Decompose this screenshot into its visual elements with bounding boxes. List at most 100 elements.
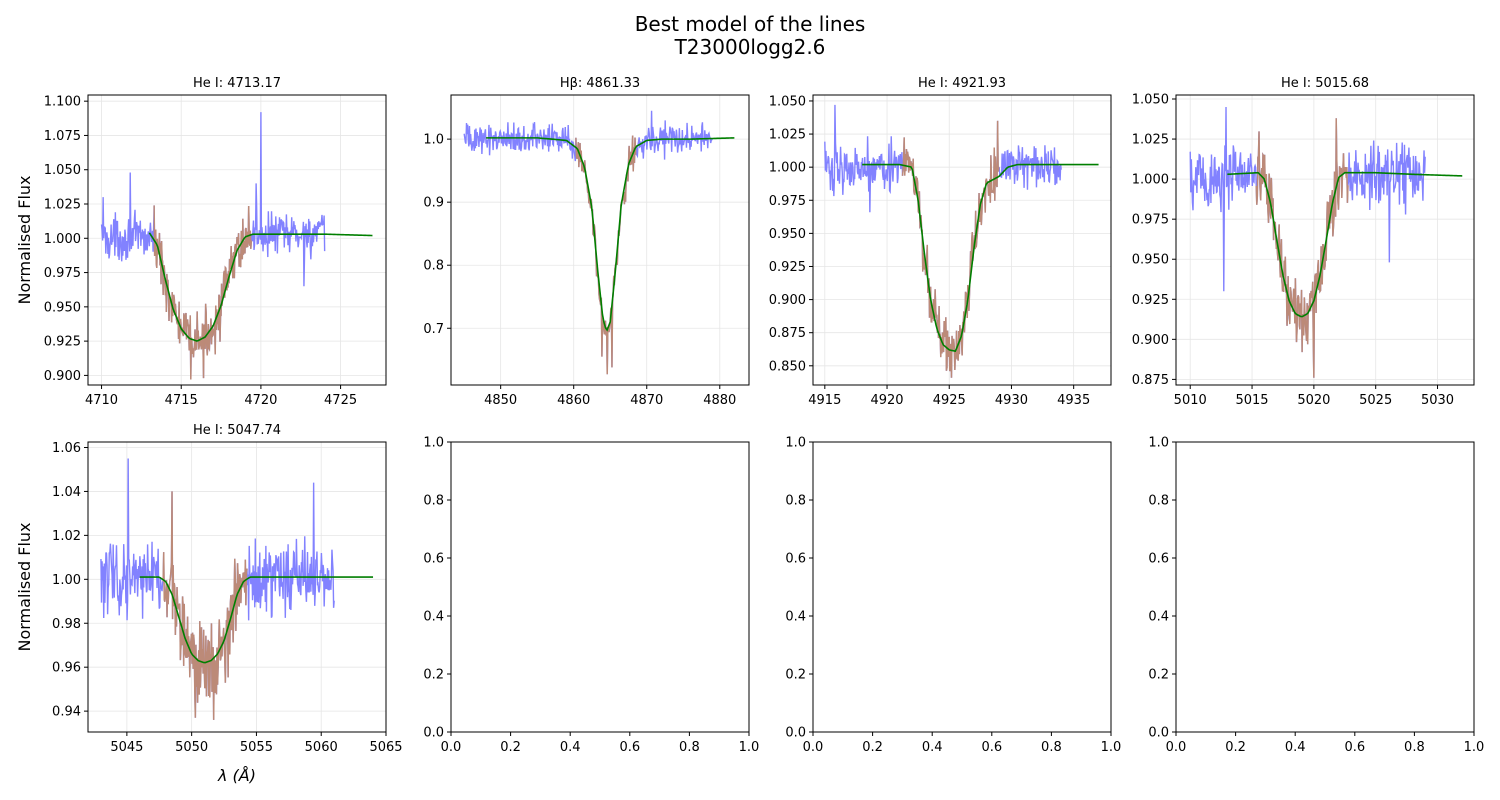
y-tick-label: 0.900 — [1132, 333, 1169, 348]
x-tick-label: 4850 — [484, 393, 517, 408]
x-tick-label: 5065 — [369, 740, 402, 755]
x-tick-label: 4935 — [1057, 393, 1090, 408]
observed-spectrum — [463, 110, 714, 375]
y-tick-label: 1.075 — [44, 129, 81, 144]
y-tick-label: 0.2 — [1148, 668, 1169, 683]
x-tick-label: 5045 — [110, 740, 143, 755]
x-tick-label: 5060 — [305, 740, 338, 755]
y-tick-label: 0.0 — [1148, 726, 1169, 741]
x-axis-label: λ (Å) — [217, 766, 256, 785]
axes-frame — [87, 441, 387, 733]
y-tick-label: 0.900 — [44, 369, 81, 384]
y-tick-label: 0.8 — [423, 494, 444, 509]
y-tick-label: 0.9 — [423, 196, 444, 211]
y-axis-label: Normalised Flux — [15, 175, 34, 304]
y-tick-label: 1.050 — [769, 94, 806, 109]
y-tick-label: 1.0 — [785, 436, 806, 451]
axes-frame — [1175, 94, 1475, 386]
y-tick-label: 0.850 — [769, 359, 806, 374]
y-tick-label: 1.050 — [1132, 93, 1169, 108]
y-tick-label: 0.0 — [785, 726, 806, 741]
y-tick-label: 0.4 — [785, 610, 806, 625]
y-tick-label: 0.950 — [1132, 253, 1169, 268]
x-tick-label: 5010 — [1174, 393, 1207, 408]
x-tick-label: 0.6 — [1344, 740, 1365, 755]
plot-area — [100, 458, 374, 720]
y-axis-label: Normalised Flux — [15, 522, 34, 651]
x-tick-label: 0.4 — [560, 740, 581, 755]
plot-area — [824, 104, 1099, 378]
x-tick-label: 4915 — [808, 393, 841, 408]
y-tick-label: 0.975 — [769, 194, 806, 209]
y-tick-label: 0.950 — [44, 300, 81, 315]
subplot-3: 4915 4920 4925 4930 4935 0.850 0.875 0.900 0.925… — [769, 76, 1112, 408]
plot-area — [1189, 107, 1463, 378]
subplot-2: 4850 4860 4870 4880 0.7 0.8 0.9 1.0 Hβ: 4861.33 — [423, 76, 750, 408]
model-line — [139, 576, 374, 664]
y-tick-label: 0.875 — [769, 326, 806, 341]
x-tick-label: 5030 — [1421, 393, 1454, 408]
x-tick-label: 5015 — [1235, 393, 1268, 408]
x-tick-label: 4860 — [557, 393, 590, 408]
y-tick-label: 0.875 — [1132, 373, 1169, 388]
axes-frame — [812, 441, 1112, 733]
x-tick-label: 5050 — [175, 740, 208, 755]
y-tick-label: 1.025 — [44, 198, 81, 213]
y-tick-label: 1.025 — [769, 128, 806, 143]
model-line — [486, 137, 735, 332]
y-tick-label: 0.4 — [423, 610, 444, 625]
axes-frame — [450, 94, 750, 386]
y-tick-label: 0.975 — [44, 266, 81, 281]
axes-frame — [450, 441, 750, 733]
y-tick-label: 0.925 — [1132, 293, 1169, 308]
y-tick-label: 1.000 — [1132, 173, 1169, 188]
y-tick-label: 1.050 — [44, 163, 81, 178]
y-tick-label: 1.04 — [52, 485, 81, 500]
y-tick-label: 1.000 — [44, 232, 81, 247]
x-tick-label: 0.6 — [619, 740, 640, 755]
x-tick-label: 0.4 — [1285, 740, 1306, 755]
x-tick-label: 0.2 — [500, 740, 521, 755]
y-tick-label: 0.0 — [423, 726, 444, 741]
model-line — [1227, 171, 1463, 318]
y-tick-label: 1.06 — [52, 441, 81, 456]
y-tick-label: 0.8 — [785, 494, 806, 509]
x-tick-label: 0.8 — [1041, 740, 1062, 755]
y-tick-label: 1.100 — [44, 95, 81, 110]
x-tick-label: 4880 — [703, 393, 736, 408]
axes-frame — [87, 94, 387, 386]
y-tick-label: 0.8 — [1148, 494, 1169, 509]
x-tick-label: 4930 — [995, 393, 1028, 408]
x-tick-label: 0.8 — [679, 740, 700, 755]
y-tick-label: 1.02 — [52, 529, 81, 544]
x-tick-label: 0.2 — [862, 740, 883, 755]
x-tick-label: 0.0 — [1166, 740, 1187, 755]
y-tick-label: 1.025 — [1132, 133, 1169, 148]
observed-spectrum — [100, 112, 326, 380]
y-tick-label: 0.8 — [423, 259, 444, 274]
line-region-spectrum — [162, 491, 248, 720]
figure-title: Best model of the lines — [634, 12, 866, 36]
axes-frame — [812, 94, 1112, 386]
x-tick-label: 0.6 — [981, 740, 1002, 755]
x-tick-label: 1.0 — [1101, 740, 1122, 755]
x-tick-label: 4925 — [933, 393, 966, 408]
y-tick-label: 0.950 — [769, 227, 806, 242]
line-region-spectrum — [1255, 118, 1349, 378]
subplot-title: Hβ: 4861.33 — [560, 76, 640, 91]
subplot-7: 0.0 0.2 0.4 0.6 0.8 1.0 0.0 0.2 0.4 0.6 0.8 1.0 — [785, 436, 1121, 756]
plot-area — [100, 112, 373, 380]
subplot-title: He I: 4921.93 — [918, 76, 1006, 91]
x-tick-label: 0.2 — [1225, 740, 1246, 755]
plot-area — [463, 110, 735, 375]
subplot-6: 0.0 0.2 0.4 0.6 0.8 1.0 0.0 0.2 0.4 0.6 0.8 1.0 — [423, 436, 759, 756]
x-tick-label: 4715 — [165, 393, 198, 408]
x-tick-label: 1.0 — [739, 740, 760, 755]
subplot-4: 5010 5015 5020 5025 5030 0.875 0.900 0.925 0.950… — [1132, 76, 1475, 408]
y-tick-label: 0.900 — [769, 293, 806, 308]
y-tick-label: 0.975 — [1132, 213, 1169, 228]
y-tick-label: 0.98 — [52, 617, 81, 632]
x-tick-label: 4720 — [244, 393, 277, 408]
x-tick-label: 4725 — [324, 393, 357, 408]
